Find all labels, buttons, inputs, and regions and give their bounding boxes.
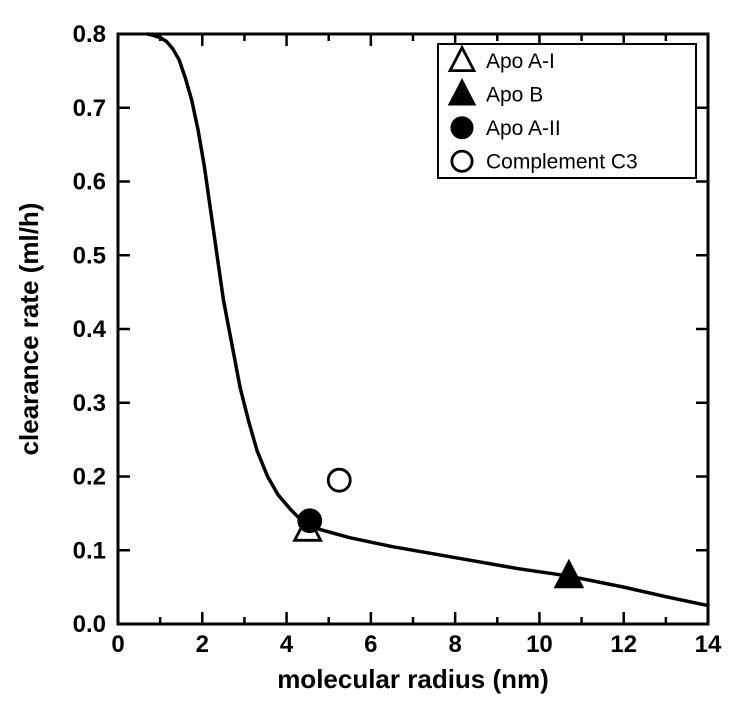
x-tick-label: 6 <box>364 631 377 658</box>
marker-apo_a_ii <box>299 510 321 532</box>
legend-item-apo_a_ii: Apo A-II <box>452 117 561 140</box>
x-axis-label: molecular radius (nm) <box>277 664 549 694</box>
x-tick-label: 8 <box>448 631 461 658</box>
y-axis-label: clearance rate (ml/h) <box>14 203 44 456</box>
marker-complement_c3 <box>328 469 350 491</box>
legend-label: Apo A-I <box>486 50 555 73</box>
y-tick-label: 0.6 <box>73 169 106 196</box>
y-tick-label: 0.7 <box>73 95 106 122</box>
legend-label: Apo A-II <box>486 117 561 140</box>
x-tick-label: 10 <box>526 631 553 658</box>
y-tick-label: 0.5 <box>73 242 106 269</box>
x-tick-label: 4 <box>280 631 294 658</box>
x-tick-label: 14 <box>695 631 722 658</box>
y-tick-label: 0.1 <box>73 537 106 564</box>
legend: Apo A-I Apo B Apo A-II Complement C3 <box>438 44 696 178</box>
y-tick-label: 0.8 <box>73 21 106 48</box>
legend-label: Complement C3 <box>486 150 638 173</box>
legend-item-apo_b: Apo B <box>450 81 543 106</box>
chart-container: 0 2 4 6 8 10 12 14 0.0 0.1 0.2 0.3 0.4 0.5 0.6 0.7 0.8 mo… <box>0 0 747 723</box>
y-tick-label: 0.3 <box>73 390 106 417</box>
x-tick-label: 0 <box>111 631 124 658</box>
y-tick-label: 0.4 <box>73 316 107 343</box>
y-tick-label: 0.2 <box>73 464 106 491</box>
x-tick-label: 12 <box>610 631 637 658</box>
y-tick-label: 0.0 <box>73 611 106 638</box>
legend-label: Apo B <box>486 83 543 106</box>
clearance-chart: 0 2 4 6 8 10 12 14 0.0 0.1 0.2 0.3 0.4 0.5 0.6 0.7 0.8 mo… <box>0 0 747 723</box>
x-tick-label: 2 <box>196 631 209 658</box>
